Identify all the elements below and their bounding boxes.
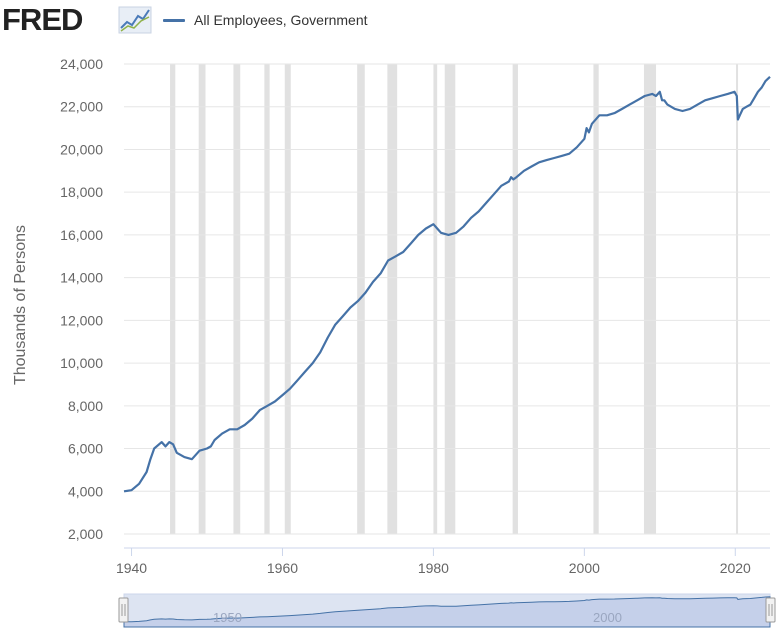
y-tick-label: 6,000 [68, 441, 103, 457]
recession-band [264, 64, 270, 534]
y-tick-label: 8,000 [68, 398, 103, 414]
y-tick-label: 14,000 [60, 270, 103, 286]
navigator-series-area [123, 596, 771, 628]
recession-band [444, 64, 456, 534]
chart-header: FRED All Employees, Government [0, 0, 782, 40]
navigator-handle-right[interactable] [765, 597, 776, 623]
fred-chart-icon [118, 6, 152, 34]
series-line [123, 76, 771, 493]
y-axis-ticks: 2,000 4,000 6,000 8,000 10,000 12,000 14,000 16… [60, 56, 103, 542]
recession-band [387, 64, 398, 534]
y-tick-label: 2,000 [68, 526, 103, 542]
recession-band [284, 64, 291, 534]
recession-band [512, 64, 518, 534]
y-tick-label: 20,000 [60, 141, 103, 157]
y-tick-label: 10,000 [60, 355, 103, 371]
legend[interactable]: All Employees, Government [163, 10, 368, 30]
x-tick-label: 2020 [720, 560, 751, 576]
recession-band [643, 64, 657, 534]
fred-logo[interactable]: FRED [2, 2, 83, 37]
y-tick-label: 24,000 [60, 56, 103, 72]
recession-band [233, 64, 241, 534]
navigator-handle-left[interactable] [118, 597, 129, 623]
legend-swatch [163, 18, 185, 22]
recession-band [593, 64, 599, 534]
x-tick-label: 2000 [569, 560, 600, 576]
y-tick-label: 12,000 [60, 312, 103, 328]
recession-band [736, 64, 739, 534]
y-tick-label: 16,000 [60, 227, 103, 243]
y-axis-title: Thousands of Persons [12, 225, 29, 385]
y-tick-label: 18,000 [60, 184, 103, 200]
series-layer [123, 76, 771, 493]
y-tick-label: 4,000 [68, 483, 103, 499]
navigator-label-2000: 2000 [593, 610, 622, 625]
x-axis-ticks: 1940 1960 1980 2000 2020 [116, 547, 770, 576]
x-tick-label: 1940 [116, 560, 147, 576]
x-tick-label: 1980 [418, 560, 449, 576]
y-tick-label: 22,000 [60, 99, 103, 115]
recession-band [433, 64, 438, 534]
recession-band [198, 64, 206, 534]
recession-band [170, 64, 176, 534]
navigator-label-1950: 1950 [213, 610, 242, 625]
x-tick-label: 1960 [267, 560, 298, 576]
legend-label: All Employees, Government [194, 12, 368, 28]
